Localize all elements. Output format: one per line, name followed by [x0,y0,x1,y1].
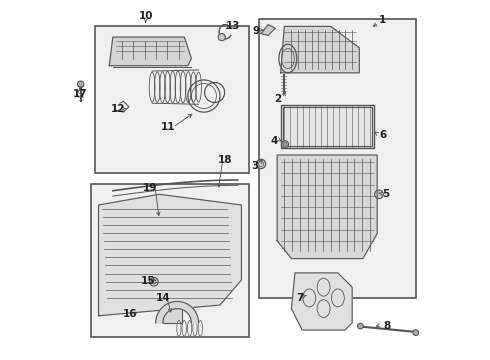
Polygon shape [98,194,242,316]
Bar [144,244,153,269]
Bar [217,244,225,269]
Polygon shape [261,24,275,35]
Text: 12: 12 [111,104,125,113]
Circle shape [218,33,225,41]
Text: 1: 1 [379,15,387,25]
Bar [168,244,177,269]
Bar [204,244,213,269]
Circle shape [358,323,363,329]
Text: 18: 18 [218,156,233,165]
Text: 17: 17 [73,89,87,99]
Text: 8: 8 [383,321,391,331]
Text: 11: 11 [161,122,175,132]
Bar [192,244,201,269]
Text: 7: 7 [296,293,304,303]
Circle shape [281,141,289,148]
Bar [163,287,182,323]
Text: 6: 6 [379,130,387,140]
Bar [180,244,189,269]
Bar [132,244,141,269]
Text: 9: 9 [252,26,259,36]
Circle shape [375,190,383,199]
Bar [281,105,373,148]
Text: 19: 19 [143,183,157,193]
Text: 14: 14 [155,293,170,303]
Text: 3: 3 [251,161,259,171]
Bar [283,107,372,146]
Bar [92,184,248,337]
Circle shape [77,81,84,87]
Text: 10: 10 [139,12,153,21]
Polygon shape [156,301,198,323]
Polygon shape [109,37,192,66]
Circle shape [413,330,418,336]
Text: 15: 15 [141,276,156,286]
Polygon shape [277,155,377,258]
Bar [95,26,248,173]
Text: 4: 4 [271,136,278,147]
Text: 13: 13 [226,21,241,31]
Circle shape [149,278,158,286]
Polygon shape [292,273,352,330]
Bar [120,244,129,269]
Text: 16: 16 [122,309,137,319]
Text: 2: 2 [274,94,281,104]
Polygon shape [281,26,359,73]
Text: 5: 5 [383,189,390,199]
Bar [259,19,416,298]
Circle shape [256,159,266,168]
Bar [156,244,165,269]
